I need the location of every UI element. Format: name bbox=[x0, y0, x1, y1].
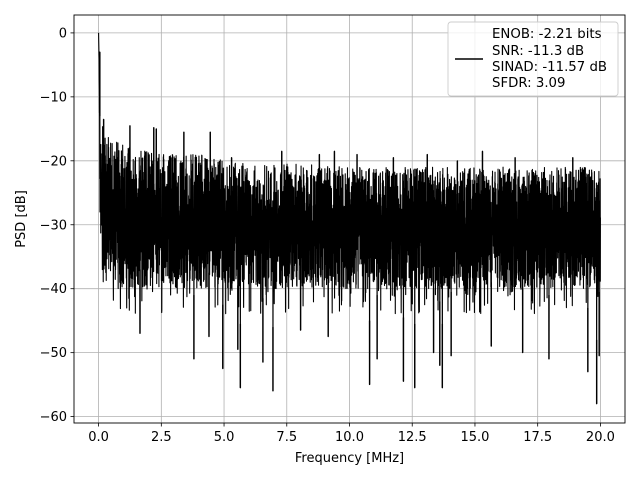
x-tick-label: 2.5 bbox=[151, 430, 172, 445]
y-tick-label: 0 bbox=[59, 26, 67, 41]
x-tick-label: 0.0 bbox=[88, 430, 109, 445]
x-tick-label: 12.5 bbox=[398, 430, 427, 445]
x-tick-label: 15.0 bbox=[460, 430, 489, 445]
y-tick-label: −10 bbox=[40, 90, 67, 105]
x-axis-label: Frequency [MHz] bbox=[295, 451, 404, 466]
psd-series-line bbox=[98, 32, 601, 405]
psd-series-path bbox=[98, 32, 601, 405]
x-tick-label: 10.0 bbox=[335, 430, 364, 445]
y-tick-label: −50 bbox=[40, 346, 67, 361]
legend-entry-sinad: SINAD: -11.57 dB bbox=[492, 60, 607, 75]
legend-box bbox=[447, 21, 619, 97]
y-tick-label: −40 bbox=[40, 282, 67, 297]
legend-entry-enob: ENOB: -2.21 bits bbox=[492, 27, 602, 42]
y-axis-label: PSD [dB] bbox=[14, 190, 29, 248]
legend-entry-sfdr: SFDR: 3.09 bbox=[492, 76, 565, 91]
y-tick-label: −30 bbox=[40, 218, 67, 233]
legend: ENOB: -2.21 bits SNR: -11.3 dB SINAD: -1… bbox=[447, 21, 619, 97]
x-tick-label: 20.0 bbox=[586, 430, 615, 445]
x-tick-label: 5.0 bbox=[214, 430, 235, 445]
legend-entry-snr: SNR: -11.3 dB bbox=[492, 44, 584, 59]
x-tick-label: 7.5 bbox=[276, 430, 297, 445]
y-tick-label: −60 bbox=[40, 410, 67, 425]
x-tick-label: 17.5 bbox=[523, 430, 552, 445]
axis-ticks: 0.0 2.5 5.0 7.5 10.0 12.5 15.0 17.5 20.0 0 −10 −20 −… bbox=[40, 26, 615, 445]
y-tick-label: −20 bbox=[40, 154, 67, 169]
